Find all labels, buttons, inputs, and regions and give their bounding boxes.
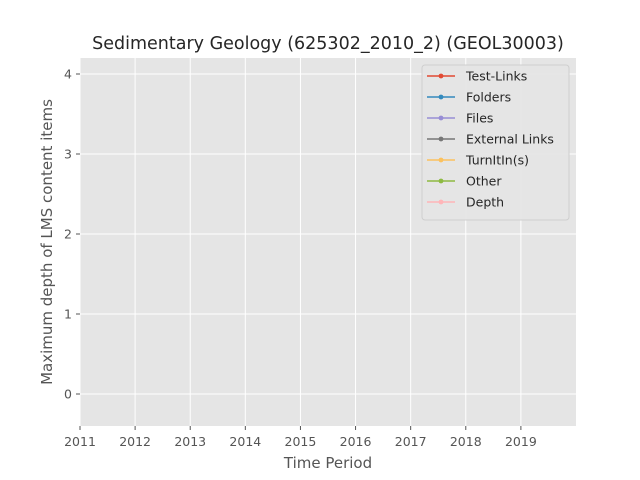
legend-marker <box>438 178 444 184</box>
legend-label: External Links <box>466 132 554 147</box>
x-tick-label: 2011 <box>64 434 96 449</box>
y-axis-label: Maximum depth of LMS content items <box>38 99 56 385</box>
legend-label: Files <box>466 111 493 126</box>
y-tick-label: 1 <box>64 307 72 322</box>
legend-label: Other <box>466 174 502 189</box>
y-axis-ticks: 0 1 2 3 4 <box>64 67 80 402</box>
legend-marker <box>438 136 444 142</box>
legend-marker <box>438 115 444 121</box>
grid <box>79 58 576 426</box>
legend-marker <box>438 73 444 79</box>
legend-label: TurnItIn(s) <box>465 153 529 168</box>
legend-marker <box>438 94 444 100</box>
x-tick-label: 2012 <box>119 434 151 449</box>
legend-marker <box>438 157 444 163</box>
legend-label: Depth <box>466 195 504 210</box>
x-tick-label: 2017 <box>395 434 427 449</box>
x-tick-label: 2015 <box>285 434 317 449</box>
legend-label: Folders <box>466 90 511 105</box>
y-tick-label: 2 <box>64 227 72 242</box>
x-tick-label: 2014 <box>229 434 261 449</box>
x-axis-label: Time Period <box>283 454 372 472</box>
x-tick-label: 2016 <box>340 434 372 449</box>
y-tick-label: 4 <box>64 67 72 82</box>
legend: Test-Links Folders Files External Links Turn… <box>421 64 570 221</box>
x-tick-label: 2018 <box>450 434 482 449</box>
legend-label: Test-Links <box>465 69 527 84</box>
x-axis-ticks: 2011 2012 2013 2014 2015 2016 2017 2018 2019 <box>64 426 537 449</box>
y-tick-label: 3 <box>64 147 72 162</box>
y-tick-label: 0 <box>64 387 72 402</box>
legend-marker <box>438 199 444 205</box>
x-tick-label: 2013 <box>174 434 206 449</box>
chart-title: Sedimentary Geology (625302_2010_2) (GEO… <box>92 34 564 54</box>
legend-box <box>421 64 570 221</box>
x-tick-label: 2019 <box>505 434 537 449</box>
